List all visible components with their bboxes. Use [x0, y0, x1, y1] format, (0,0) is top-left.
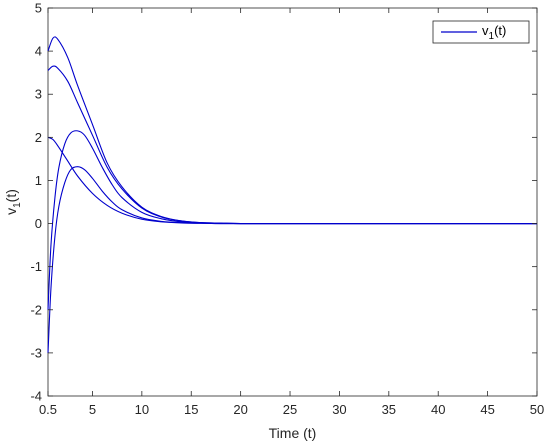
y-tick-label: -4	[30, 389, 42, 404]
legend-label: v1(t)	[482, 23, 506, 42]
x-tick-label: 5	[89, 402, 96, 417]
y-tick-label: -1	[30, 259, 42, 274]
x-tick-label: 30	[332, 402, 346, 417]
legend-label-base: v	[482, 23, 489, 38]
legend-label-subscript: 1	[489, 31, 495, 42]
y-tick-label: -3	[30, 345, 42, 360]
x-tick-label: 45	[480, 402, 494, 417]
y-axis-title-base: v	[3, 208, 19, 215]
y-tick-label: 5	[35, 1, 42, 16]
legend: v1(t)	[432, 20, 530, 44]
x-tick-label: 0.5	[39, 402, 57, 417]
series-line-5	[47, 166, 537, 353]
y-tick-label: -2	[30, 302, 42, 317]
y-tick-label: 1	[35, 173, 42, 188]
series-layer	[47, 36, 537, 353]
x-tick-label: 25	[283, 402, 297, 417]
y-tick-label: 0	[35, 216, 42, 231]
x-axis-title: Time (t)	[269, 425, 317, 441]
x-tick-label: 50	[530, 402, 544, 417]
legend-box	[432, 20, 530, 44]
y-tick-label: 2	[35, 130, 42, 145]
x-tick-label: 20	[233, 402, 247, 417]
x-tick-label: 40	[431, 402, 445, 417]
x-tick-label: 10	[135, 402, 149, 417]
y-axis-title-suffix: (t)	[3, 189, 19, 202]
y-tick-label: 4	[35, 44, 42, 59]
x-tick-label: 15	[184, 402, 198, 417]
y-tick-label: 3	[35, 87, 42, 102]
legend-label-suffix: (t)	[494, 23, 506, 38]
x-tick-label: 35	[382, 402, 396, 417]
plot-area	[47, 7, 538, 397]
y-axis-title-subscript: 1	[12, 202, 23, 208]
y-axis-title: v1(t)	[3, 189, 23, 215]
